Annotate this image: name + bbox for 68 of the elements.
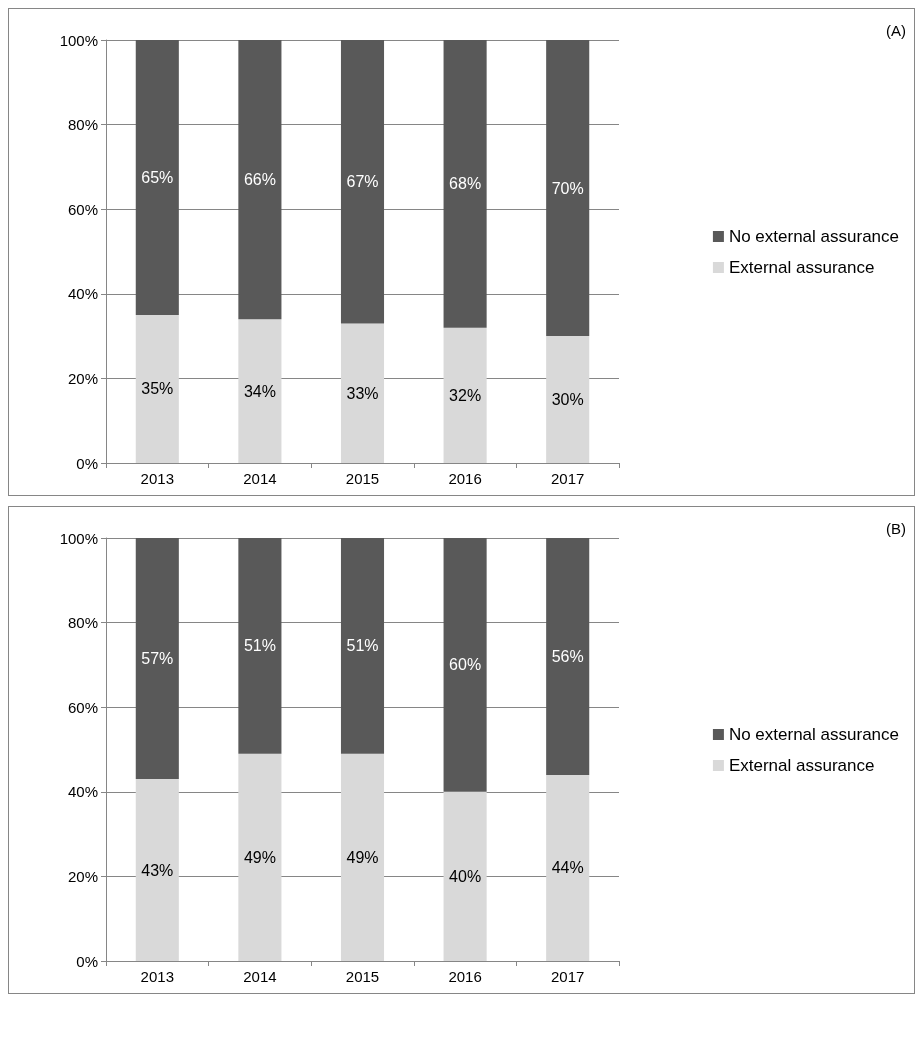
y-tick-label: 80% — [67, 116, 98, 134]
legend-label: No external assurance — [728, 725, 899, 744]
data-label: 49% — [346, 848, 379, 866]
bar — [546, 336, 590, 463]
bar — [340, 323, 385, 463]
y-tick-label: 60% — [67, 200, 98, 218]
data-label: 56% — [551, 647, 584, 665]
x-tick-label: 2013 — [140, 968, 174, 985]
data-label: 49% — [243, 848, 276, 866]
data-label: 65% — [141, 168, 174, 186]
bar — [135, 314, 179, 463]
data-label: 44% — [551, 859, 584, 877]
data-label: 57% — [141, 650, 174, 668]
y-tick-label: 40% — [67, 285, 98, 303]
legend-label: External assurance — [728, 258, 875, 277]
data-label: 30% — [551, 391, 584, 409]
bar — [135, 779, 179, 961]
text: (A) — [886, 22, 906, 39]
data-label: 68% — [449, 175, 482, 193]
bar — [135, 538, 179, 780]
data-label: 32% — [449, 386, 482, 404]
x-tick-label: 2016 — [448, 470, 482, 487]
data-label: 34% — [243, 382, 276, 400]
bar — [238, 319, 282, 463]
data-label: 40% — [449, 867, 482, 885]
y-tick-label: 100% — [59, 529, 98, 547]
data-label: 33% — [346, 384, 379, 402]
bar — [443, 327, 487, 463]
y-tick-label: 100% — [59, 31, 98, 49]
y-tick-label: 40% — [67, 783, 98, 801]
data-label: 51% — [346, 637, 379, 655]
bar — [546, 538, 590, 775]
bar — [546, 40, 590, 337]
legend-label: No external assurance — [728, 227, 899, 246]
y-tick-label: 20% — [67, 867, 98, 885]
data-label: 67% — [346, 173, 379, 191]
bar — [238, 753, 282, 961]
x-tick-label: 2014 — [243, 470, 277, 487]
data-label: 35% — [141, 380, 174, 398]
x-tick-label: 2015 — [345, 470, 380, 487]
bar — [443, 791, 487, 961]
bar — [238, 40, 282, 320]
y-tick-label: 60% — [67, 698, 98, 716]
x-tick-label: 2017 — [551, 470, 585, 487]
bar — [443, 538, 487, 792]
x-tick-label: 2013 — [140, 470, 174, 487]
x-tick-label: 2014 — [243, 968, 277, 985]
bar — [340, 538, 385, 754]
data-label: 66% — [243, 171, 276, 189]
y-tick-label: 0% — [76, 952, 98, 970]
y-tick-label: 20% — [67, 369, 98, 387]
bar — [546, 774, 590, 961]
x-tick-label: 2017 — [551, 968, 585, 985]
text: (B) — [886, 520, 906, 537]
bar — [443, 40, 487, 328]
data-label: 70% — [551, 179, 584, 197]
x-tick-label: 2016 — [448, 968, 482, 985]
bar — [340, 753, 385, 961]
bar — [340, 40, 385, 324]
data-label: 51% — [243, 637, 276, 655]
x-tick-label: 2015 — [345, 968, 380, 985]
bar — [135, 40, 179, 315]
bar — [238, 538, 282, 754]
legend-label: External assurance — [728, 756, 875, 775]
data-label: 60% — [449, 656, 482, 674]
y-tick-label: 0% — [76, 454, 98, 472]
data-label: 43% — [141, 861, 174, 879]
y-tick-label: 80% — [67, 614, 98, 632]
